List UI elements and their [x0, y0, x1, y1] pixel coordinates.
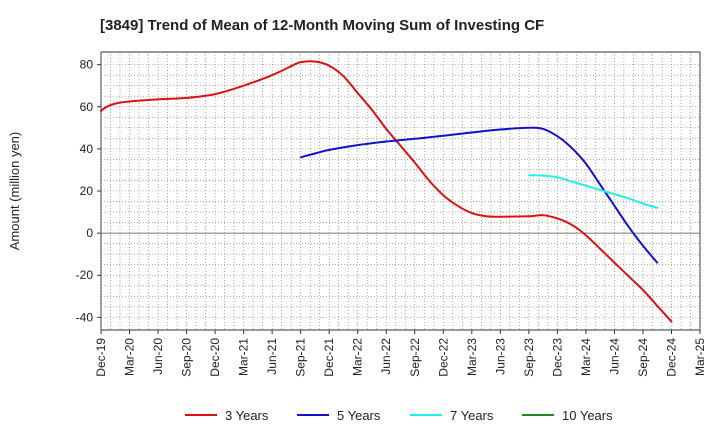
series-line-3-years	[100, 60, 673, 323]
series-line-5-years	[299, 126, 659, 264]
x-tick-label: Dec-21	[322, 338, 336, 377]
x-tick-label: Mar-25	[693, 338, 707, 376]
x-axis-ticks: Dec-19 Mar-20 Jun-20 Sep-20 Dec-20 Mar-21 Jun-…	[94, 330, 707, 377]
x-tick-label: Mar-23	[465, 338, 479, 376]
x-tick-label: Mar-22	[351, 338, 365, 376]
x-tick-label: Jun-20	[151, 338, 165, 375]
y-tick-label: -40	[76, 310, 94, 324]
y-tick-label: 20	[80, 184, 94, 198]
x-tick-label: Sep-24	[636, 338, 650, 377]
x-tick-label: Dec-19	[94, 338, 108, 377]
legend-label-10-years: 10 Years	[562, 408, 613, 423]
x-tick-label: Jun-23	[493, 338, 507, 375]
chart-title: [3849] Trend of Mean of 12-Month Moving …	[100, 17, 544, 34]
legend-label-5-years: 5 Years	[337, 408, 381, 423]
x-tick-label: Mar-24	[579, 338, 593, 376]
x-tick-label: Sep-22	[408, 338, 422, 377]
x-tick-label: Dec-20	[208, 338, 222, 377]
x-tick-label: Mar-21	[237, 338, 251, 376]
legend: 3 Years 5 Years 7 Years 10 Years	[185, 408, 613, 423]
grid	[100, 52, 701, 330]
plot-area	[100, 51, 701, 331]
x-tick-label: Mar-20	[123, 338, 137, 376]
x-tick-label: Dec-23	[550, 338, 564, 377]
y-tick-label: 0	[86, 226, 93, 240]
y-tick-label: -20	[76, 268, 94, 282]
x-tick-label: Jun-22	[379, 338, 393, 375]
x-tick-label: Jun-21	[265, 338, 279, 375]
x-tick-label: Dec-24	[664, 338, 678, 377]
legend-label-3-years: 3 Years	[225, 408, 269, 423]
x-tick-label: Jun-24	[607, 338, 621, 375]
series-line-7-years	[527, 174, 659, 209]
x-tick-label: Dec-22	[436, 338, 450, 377]
legend-label-7-years: 7 Years	[450, 408, 494, 423]
series	[100, 60, 673, 323]
y-axis-ticks: 80 60 40 20 0 -20 -40	[76, 58, 101, 324]
y-tick-label: 60	[80, 100, 94, 114]
y-tick-label: 40	[80, 142, 94, 156]
x-tick-label: Sep-20	[180, 338, 194, 377]
x-tick-label: Sep-21	[294, 338, 308, 377]
y-tick-label: 80	[80, 58, 94, 72]
y-axis-label: Amount (million yen)	[7, 132, 22, 251]
x-tick-label: Sep-23	[522, 338, 536, 377]
